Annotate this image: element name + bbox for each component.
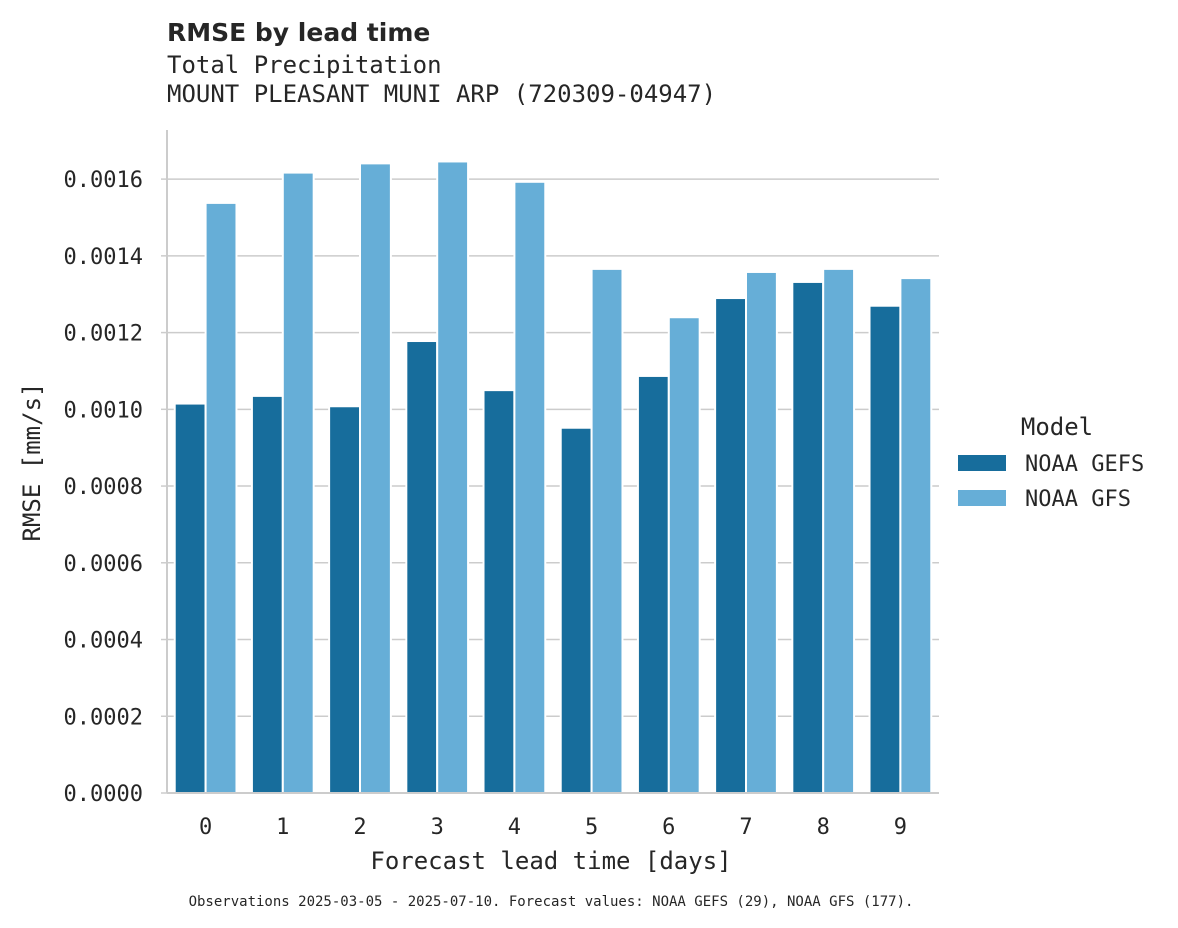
bar-noaa-gefs-day-0: [173, 402, 207, 794]
bar-noaa-gefs-day-9: [868, 304, 902, 794]
x-tick-label: 8: [817, 815, 830, 840]
x-tick-label: 5: [585, 815, 598, 840]
y-tick-label: 0.0006: [64, 552, 143, 577]
bar-noaa-gfs-day-0: [204, 201, 238, 795]
bar-noaa-gfs-day-6: [667, 316, 701, 794]
x-tick-label: 2: [353, 815, 366, 840]
y-tick-label: 0.0004: [64, 629, 143, 654]
bar-noaa-gfs-day-5: [590, 267, 624, 795]
y-axis-label: RMSE [mm/s]: [18, 383, 46, 542]
y-tick-label: 0.0016: [64, 168, 143, 193]
y-tick-label: 0.0000: [64, 782, 143, 807]
y-tick-label: 0.0012: [64, 322, 143, 347]
bar-noaa-gfs-day-4: [513, 180, 547, 794]
x-tick-label: 4: [508, 815, 521, 840]
y-tick-label: 0.0010: [64, 398, 143, 423]
bar-noaa-gefs-day-4: [482, 389, 516, 794]
x-tick-label: 1: [276, 815, 289, 840]
footnote: Observations 2025-03-05 - 2025-07-10. Fo…: [189, 894, 914, 910]
bar-noaa-gefs-day-5: [559, 426, 593, 794]
bar-noaa-gfs-day-3: [436, 160, 470, 795]
chart-subtitle-variable: Total Precipitation: [167, 51, 442, 79]
legend-label: NOAA GEFS: [1025, 452, 1144, 477]
bar-noaa-gefs-day-6: [636, 374, 670, 794]
y-tick-labels: 0.0000 0.0002 0.0004 0.0006 0.0008 0.0010 0.00…: [64, 168, 167, 807]
x-tick-label: 6: [662, 815, 675, 840]
bar-noaa-gfs-day-7: [745, 270, 778, 794]
bar-noaa-gefs-day-1: [250, 394, 284, 794]
x-axis-label: Forecast lead time [days]: [370, 847, 731, 875]
chart-subtitle-station: MOUNT PLEASANT MUNI ARP (720309-04947): [167, 80, 716, 108]
x-tick-label: 9: [894, 815, 907, 840]
bar-noaa-gfs-day-9: [899, 277, 933, 794]
y-tick-label: 0.0014: [64, 245, 143, 270]
x-tick-label: 3: [431, 815, 444, 840]
y-tick-label: 0.0008: [64, 475, 143, 500]
legend-swatch: [958, 490, 1006, 506]
x-tick-labels: 0 1 2 3 4 5 6 7 8 9: [199, 815, 907, 840]
chart-title: RMSE by lead time: [167, 18, 430, 47]
axes: [166, 130, 939, 794]
y-tick-label: 0.0002: [64, 705, 143, 730]
bar-noaa-gefs-day-3: [405, 340, 439, 794]
x-tick-label: 0: [199, 815, 212, 840]
legend-label: NOAA GFS: [1025, 487, 1131, 512]
bar-noaa-gefs-day-7: [714, 297, 747, 794]
legend-title: Model: [1021, 413, 1093, 441]
legend-swatch: [958, 455, 1006, 471]
bar-noaa-gefs-day-2: [328, 405, 361, 794]
bar-noaa-gfs-day-2: [359, 162, 392, 795]
bar-noaa-gefs-day-8: [791, 280, 825, 794]
x-tick-label: 7: [739, 815, 752, 840]
bar-noaa-gfs-day-1: [281, 171, 315, 794]
legend: Model NOAA GEFS NOAA GFS: [958, 413, 1144, 512]
bars: [173, 160, 933, 795]
bar-noaa-gfs-day-8: [822, 267, 856, 795]
